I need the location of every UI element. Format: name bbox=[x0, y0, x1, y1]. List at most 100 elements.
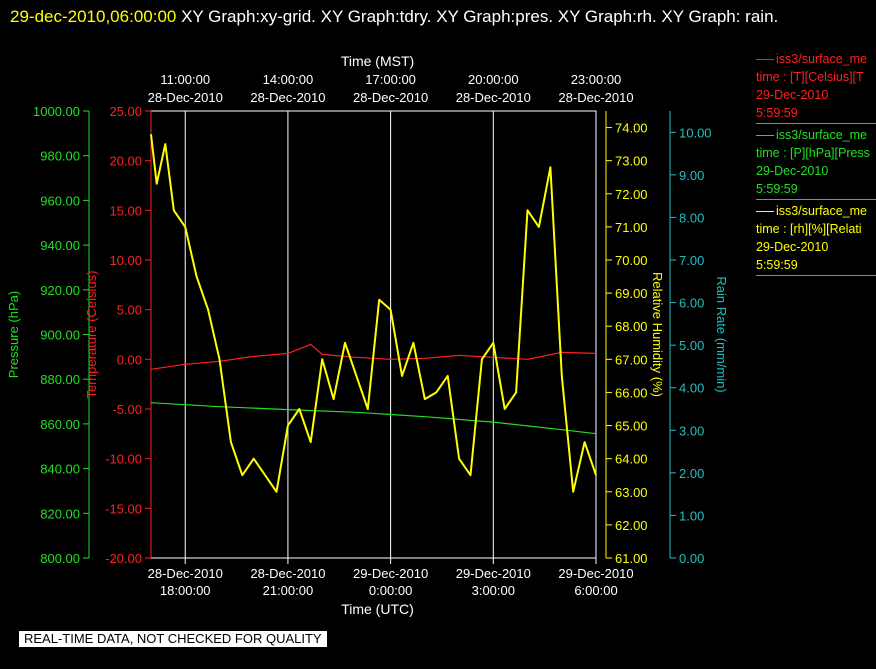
rain-axis-label: Rain Rate (mm/min) bbox=[714, 276, 729, 392]
x-tick-label-time: 21:00:00 bbox=[263, 583, 314, 598]
axes: 28-Dec-2010 18:00:00 28-Dec-2010 21:00:00 29… bbox=[6, 53, 729, 617]
rain-tick-label: 1.00 bbox=[679, 508, 704, 523]
graph-list: XY Graph:xy-grid. XY Graph:tdry. XY Grap… bbox=[176, 7, 779, 26]
top-tick-label-time: 14:00:00 bbox=[263, 72, 314, 87]
x-tick-label-date: 28-Dec-2010 bbox=[148, 566, 223, 581]
grid bbox=[150, 110, 597, 559]
x-tick-label-date: 29-Dec-2010 bbox=[558, 566, 633, 581]
temp-tick-label: 10.00 bbox=[109, 253, 142, 268]
temp-axis-label: Temperature (Celsius) bbox=[84, 271, 99, 399]
legend: iss3/surface_me time : [T][Celsius][T 29-D… bbox=[756, 50, 876, 278]
rain-tick-label: 2.00 bbox=[679, 466, 704, 481]
rh-tick-label: 72.00 bbox=[615, 187, 648, 202]
temp-tick-label: -10.00 bbox=[105, 452, 142, 467]
top-tick-label-date: 28-Dec-2010 bbox=[456, 90, 531, 105]
top-tick-label-date: 28-Dec-2010 bbox=[353, 90, 428, 105]
rh-tick-label: 68.00 bbox=[615, 319, 648, 334]
x-tick-label-time: 3:00:00 bbox=[472, 583, 515, 598]
temp-tick-label: -15.00 bbox=[105, 501, 142, 516]
legend-series: iss3/surface_me bbox=[756, 50, 876, 68]
temp-tick-label: 20.00 bbox=[109, 154, 142, 169]
legend-line2: 29-Dec-2010 bbox=[756, 88, 829, 102]
legend-line3: 5:59:59 bbox=[756, 106, 798, 120]
legend-line3: 5:59:59 bbox=[756, 258, 798, 272]
x-tick-label-time: 0:00:00 bbox=[369, 583, 412, 598]
top-tick-label-time: 20:00:00 bbox=[468, 72, 519, 87]
series-lines bbox=[150, 134, 597, 493]
rh-axis-label: Relative Humidity (%) bbox=[650, 272, 665, 397]
legend-line1: time : [T][Celsius][T bbox=[756, 70, 864, 84]
x-tick-label-time: 6:00:00 bbox=[574, 583, 617, 598]
legend-series: iss3/surface_me bbox=[756, 202, 876, 220]
rh-tick-label: 62.00 bbox=[615, 518, 648, 533]
rh-series-line bbox=[150, 134, 597, 493]
rh-tick-label: 66.00 bbox=[615, 385, 648, 400]
pres-tick-label: 800.00 bbox=[40, 551, 80, 566]
legend-series: iss3/surface_me bbox=[756, 126, 876, 144]
legend-line2: 29-Dec-2010 bbox=[756, 240, 829, 254]
legend-line3: 5:59:59 bbox=[756, 182, 798, 196]
rh-tick-label: 63.00 bbox=[615, 485, 648, 500]
x-axis-label: Time (UTC) bbox=[341, 601, 414, 617]
pres-tick-label: 820.00 bbox=[40, 506, 80, 521]
rh-tick-label: 71.00 bbox=[615, 220, 648, 235]
graph-title: 29-dec-2010,06:00:00 XY Graph:xy-grid. X… bbox=[10, 2, 870, 31]
x-tick-label-date: 29-Dec-2010 bbox=[456, 566, 531, 581]
timestamp: 29-dec-2010,06:00:00 bbox=[10, 7, 177, 26]
pres-tick-label: 840.00 bbox=[40, 462, 80, 477]
rh-tick-label: 67.00 bbox=[615, 352, 648, 367]
rh-tick-label: 65.00 bbox=[615, 419, 648, 434]
rh-tick-label: 61.00 bbox=[615, 551, 648, 566]
legend-line1: time : [P][hPa][Press bbox=[756, 146, 870, 160]
x-tick-label-time: 18:00:00 bbox=[160, 583, 211, 598]
top-tick-label-date: 28-Dec-2010 bbox=[250, 90, 325, 105]
rain-tick-label: 3.00 bbox=[679, 423, 704, 438]
top-tick-label-date: 28-Dec-2010 bbox=[558, 90, 633, 105]
pres-tick-label: 860.00 bbox=[40, 417, 80, 432]
rh-tick-label: 74.00 bbox=[615, 121, 648, 136]
pres-tick-label: 880.00 bbox=[40, 372, 80, 387]
pres-tick-label: 980.00 bbox=[40, 149, 80, 164]
legend-line1: time : [rh][%][Relati bbox=[756, 222, 862, 236]
rain-tick-label: 5.00 bbox=[679, 338, 704, 353]
top-tick-label-time: 23:00:00 bbox=[571, 72, 622, 87]
rh-tick-label: 64.00 bbox=[615, 452, 648, 467]
rain-tick-label: 10.00 bbox=[679, 125, 712, 140]
rain-tick-label: 6.00 bbox=[679, 296, 704, 311]
top-tick-label-time: 17:00:00 bbox=[365, 72, 416, 87]
temp-series-line bbox=[150, 343, 597, 370]
temp-tick-label: -20.00 bbox=[105, 551, 142, 566]
pres-series-line bbox=[150, 402, 597, 435]
pres-tick-label: 940.00 bbox=[40, 238, 80, 253]
pres-tick-label: 920.00 bbox=[40, 283, 80, 298]
rh-tick-label: 69.00 bbox=[615, 286, 648, 301]
rain-tick-label: 4.00 bbox=[679, 381, 704, 396]
quality-notice: REAL-TIME DATA, NOT CHECKED FOR QUALITY bbox=[19, 631, 327, 647]
rain-tick-label: 7.00 bbox=[679, 253, 704, 268]
pres-tick-label: 1000.00 bbox=[33, 104, 80, 119]
rain-tick-label: 0.00 bbox=[679, 551, 704, 566]
x-tick-label-date: 29-Dec-2010 bbox=[353, 566, 428, 581]
plot-frame bbox=[150, 110, 597, 559]
temp-tick-label: 25.00 bbox=[109, 104, 142, 119]
temp-tick-label: 5.00 bbox=[117, 303, 142, 318]
top-tick-label-date: 28-Dec-2010 bbox=[148, 90, 223, 105]
rh-tick-label: 70.00 bbox=[615, 253, 648, 268]
temp-tick-label: -5.00 bbox=[112, 402, 142, 417]
temp-tick-label: 0.00 bbox=[117, 352, 142, 367]
x-tick-label-date: 28-Dec-2010 bbox=[250, 566, 325, 581]
pres-axis-label: Pressure (hPa) bbox=[6, 291, 21, 378]
rain-tick-label: 9.00 bbox=[679, 168, 704, 183]
pres-tick-label: 960.00 bbox=[40, 193, 80, 208]
rain-tick-label: 8.00 bbox=[679, 210, 704, 225]
temp-tick-label: 15.00 bbox=[109, 203, 142, 218]
top-tick-label-time: 11:00:00 bbox=[160, 72, 210, 87]
top-axis-label: Time (MST) bbox=[341, 53, 414, 69]
legend-line2: 29-Dec-2010 bbox=[756, 164, 829, 178]
pres-tick-label: 900.00 bbox=[40, 328, 80, 343]
rh-tick-label: 73.00 bbox=[615, 154, 648, 169]
